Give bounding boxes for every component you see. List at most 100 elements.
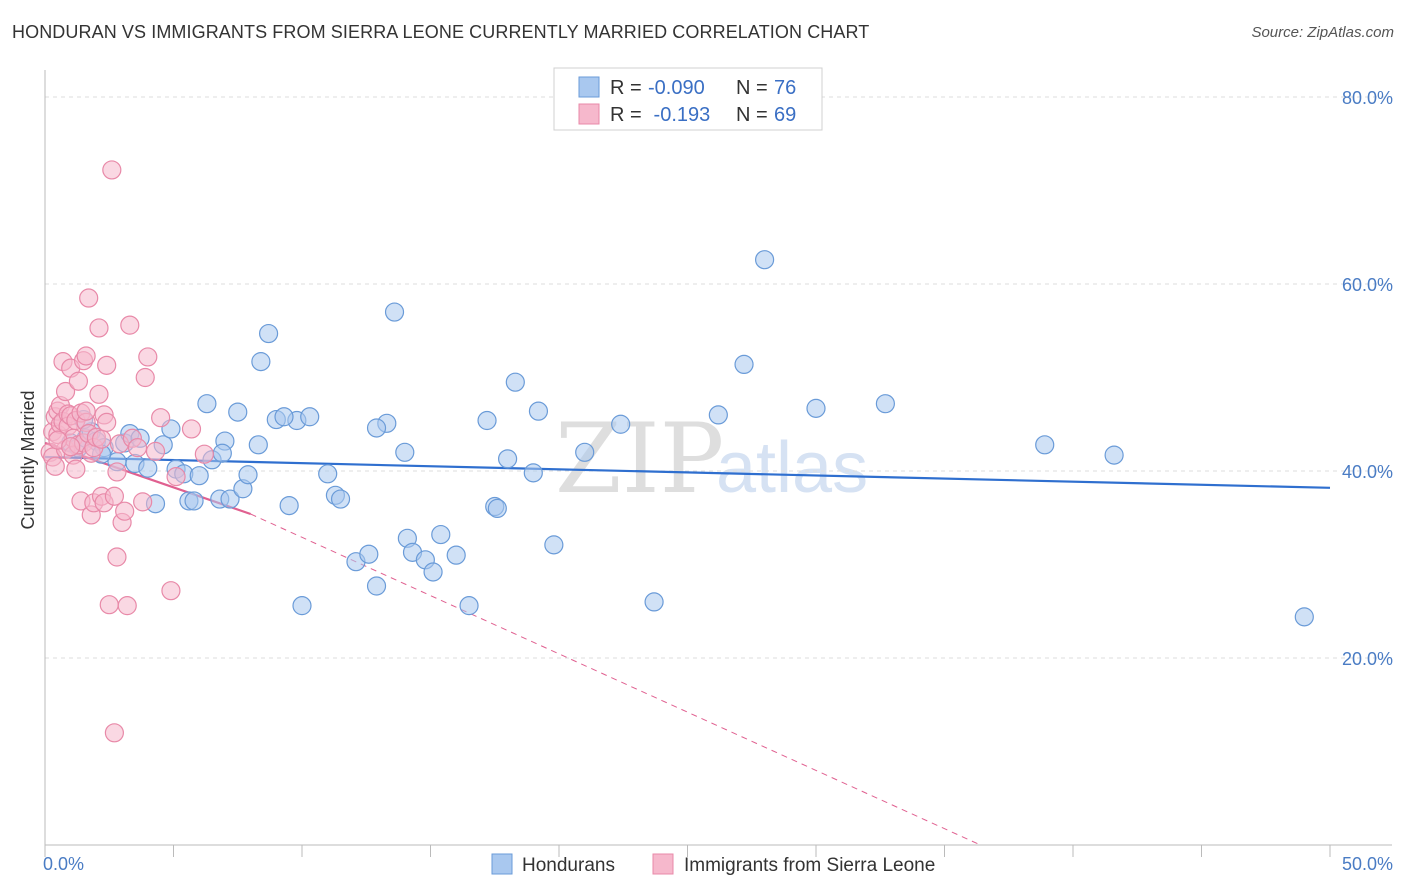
point-series-0-24 [220,489,240,509]
point-series-0-63 [708,405,728,425]
point-series-1-46 [104,486,124,506]
point-series-0-56 [505,372,525,392]
point-series-1-53 [120,315,140,335]
y-tick-label-2: 60.0% [1342,275,1393,295]
y-tick-label-3: 80.0% [1342,88,1393,108]
x-tick-label-0: 0.0% [43,854,84,874]
point-series-0-49 [431,524,451,545]
point-series-0-43 [384,302,405,322]
point-series-1-57 [135,367,155,388]
point-series-0-25 [228,402,248,422]
legend-n-value-2: 69 [774,104,796,126]
gridlines [45,96,1392,659]
series-legend-label-hondurans: Hondurans [522,855,615,876]
point-series-1-62 [166,467,186,487]
series-legend: Hondurans Immigrants from Sierra Leone [491,853,935,876]
point-series-1-36 [89,384,109,404]
point-series-0-74 [274,407,294,427]
point-series-0-70 [1294,607,1314,627]
point-series-0-55 [498,449,518,469]
point-series-1-43 [97,412,117,432]
point-series-1-51 [115,501,135,521]
legend-r-label-1: R = [610,77,642,99]
point-series-0-65 [754,250,775,270]
point-series-1-65 [104,723,124,743]
series-legend-label-sierra-leone: Immigrants from Sierra Leone [684,855,935,876]
point-series-0-29 [251,352,271,372]
series-legend-swatch-hondurans [491,853,513,875]
point-series-1-42 [97,355,117,375]
point-series-0-11 [138,458,158,478]
point-series-1-39 [91,429,112,449]
point-series-1-3 [45,456,65,476]
point-series-0-28 [248,435,268,455]
point-series-0-19 [189,466,209,486]
watermark-atlas: atlas [716,428,868,508]
point-series-1-56 [133,492,153,512]
trend-line-sierra-leone-extended [250,513,981,846]
legend-swatch-sierra-leone [578,103,600,125]
legend-n-value-1: 76 [774,77,796,99]
point-series-0-40 [359,544,379,564]
point-series-1-58 [138,347,158,367]
legend-n-label-2: N = [736,104,768,126]
point-series-1-59 [145,441,166,461]
point-series-0-66 [806,398,826,418]
point-series-0-36 [318,464,338,484]
tick-labels: 20.0% 40.0% 60.0% 80.0% 0.0% 50.0% [43,88,1393,874]
point-series-1-27 [76,346,96,366]
point-series-0-30 [258,323,279,344]
legend-r-label-2: R = [610,104,642,126]
trend-line-hondurans [44,455,1331,489]
legend-swatch-hondurans [578,76,600,98]
point-series-0-54 [487,498,507,518]
point-series-1-47 [107,547,127,567]
point-series-0-67 [875,394,895,414]
point-series-0-38 [330,489,351,509]
point-series-0-75 [366,418,387,438]
y-tick-label-0: 20.0% [1342,649,1393,669]
point-series-1-21 [68,371,89,391]
point-series-0-34 [292,596,312,616]
point-series-1-29 [79,288,99,308]
point-series-1-67 [61,437,81,457]
point-series-1-52 [117,596,137,616]
point-series-0-51 [459,596,479,616]
chart-title: HONDURAN VS IMMIGRANTS FROM SIERRA LEONE… [12,22,870,42]
point-series-0-52 [477,410,497,431]
point-series-1-68 [76,401,96,421]
legend-r-value-1: -0.090 [648,77,705,99]
y-tick-label-1: 40.0% [1342,462,1393,482]
source-note: Source: ZipAtlas.com [1251,24,1394,41]
series-legend-swatch-sierra-leone [652,853,674,875]
point-series-0-35 [300,407,320,427]
legend-r-value-2: -0.193 [648,104,710,126]
x-tick-label-1: 50.0% [1342,854,1393,874]
point-series-0-20 [197,394,217,414]
point-series-0-59 [544,535,564,555]
data-points [40,160,1314,743]
point-series-1-19 [66,459,86,479]
point-series-0-64 [734,354,754,375]
point-series-1-64 [194,444,214,464]
point-series-0-48 [423,562,443,582]
y-axis-title: Currently Married [18,390,38,529]
point-series-1-61 [161,581,181,601]
point-series-0-41 [366,576,387,596]
point-series-1-37 [89,318,109,338]
point-series-0-68 [1035,435,1055,455]
point-series-1-11 [55,381,76,402]
point-series-0-44 [395,442,415,462]
point-series-1-45 [102,160,122,180]
legend-n-label-1: N = [736,77,768,99]
point-series-0-57 [523,463,543,483]
point-series-1-60 [151,408,171,428]
point-series-0-18 [184,491,204,511]
point-series-0-69 [1104,445,1124,465]
point-series-1-44 [99,595,119,615]
point-series-0-60 [575,442,595,462]
point-series-0-58 [528,401,549,421]
point-series-0-62 [644,592,664,612]
point-series-0-27 [238,465,258,485]
